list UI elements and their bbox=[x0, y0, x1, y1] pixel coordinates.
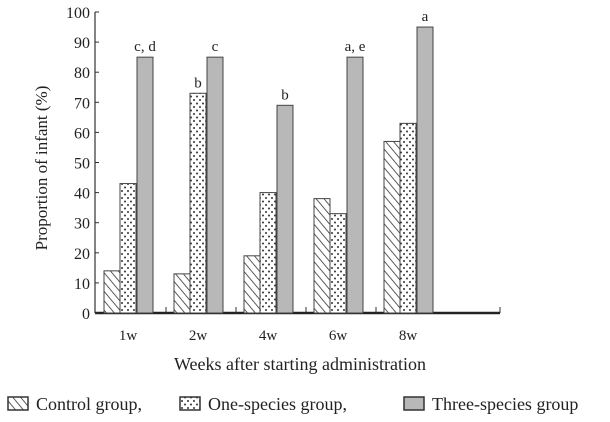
legend-swatch bbox=[403, 396, 425, 411]
x-axis-title: Weeks after starting administration bbox=[174, 354, 426, 374]
one-species-bar bbox=[189, 92, 207, 314]
y-tick-label: 0 bbox=[82, 306, 90, 323]
significance-label: c, d bbox=[134, 39, 156, 55]
legend-swatch bbox=[7, 396, 29, 411]
significance-label: b bbox=[281, 87, 289, 103]
x-tick-label: 4w bbox=[259, 328, 278, 344]
three-species-bar bbox=[136, 56, 154, 314]
control-bar bbox=[383, 140, 401, 314]
legend-label: Three-species group bbox=[432, 394, 578, 414]
y-tick-label: 60 bbox=[74, 125, 90, 142]
three-species-bar bbox=[206, 56, 224, 314]
legend-label: One-species group, bbox=[208, 394, 347, 414]
legend: Control group, One-species group, Three-sp… bbox=[7, 394, 578, 414]
y-tick-label: 40 bbox=[74, 186, 90, 203]
one-species-bar bbox=[329, 213, 347, 314]
one-species-bar bbox=[399, 122, 417, 314]
bars bbox=[103, 26, 434, 314]
control-bar bbox=[173, 273, 191, 314]
significance-label: b bbox=[194, 75, 202, 91]
y-tick-label: 30 bbox=[74, 216, 90, 233]
significance-label: c bbox=[212, 39, 219, 55]
y-tick-label: 70 bbox=[74, 95, 90, 112]
legend-swatch bbox=[179, 396, 201, 411]
x-tick-label: 8w bbox=[399, 328, 418, 344]
y-tick-label: 50 bbox=[74, 156, 90, 173]
axes: 0 10 20 30 40 50 60 70 80 90 100 bbox=[66, 5, 501, 323]
significance-label: a bbox=[422, 9, 429, 25]
significance-label: a, e bbox=[345, 39, 366, 55]
y-tick-label: 100 bbox=[66, 5, 90, 22]
y-tick-label: 20 bbox=[74, 246, 90, 263]
x-tick-label: 6w bbox=[329, 328, 348, 344]
one-species-bar bbox=[259, 192, 277, 314]
one-species-bar bbox=[119, 183, 137, 314]
x-tick-label: 2w bbox=[189, 328, 208, 344]
y-tick-label: 90 bbox=[74, 35, 90, 52]
three-species-bar bbox=[416, 26, 434, 314]
three-species-bar bbox=[346, 56, 364, 314]
three-species-bar bbox=[276, 104, 294, 314]
y-tick-label: 80 bbox=[74, 65, 90, 82]
legend-label: Control group, bbox=[36, 394, 142, 414]
control-bar bbox=[313, 198, 331, 314]
y-tick-label: 10 bbox=[74, 276, 90, 293]
labels: 1w 2w 4w 6w 8w c, d c b b a, e a bbox=[119, 9, 429, 344]
control-bar bbox=[103, 270, 121, 314]
control-bar bbox=[243, 255, 261, 314]
x-tick-label: 1w bbox=[119, 328, 138, 344]
y-axis-title: Proportion of infant (%) bbox=[32, 86, 51, 251]
